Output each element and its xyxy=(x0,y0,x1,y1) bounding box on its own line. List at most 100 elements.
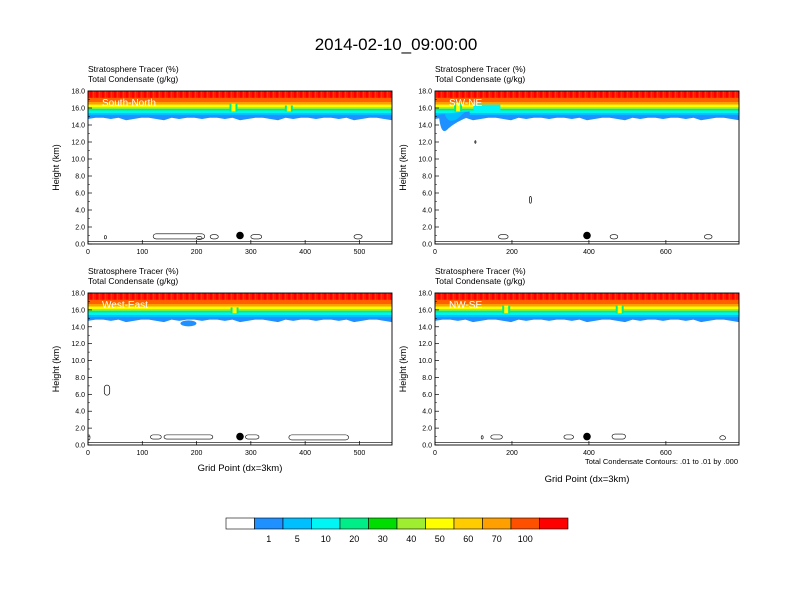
location-marker xyxy=(236,231,244,240)
x-tick-label: 0 xyxy=(433,249,437,256)
y-tick-label: 14.0 xyxy=(71,324,85,331)
y-tick-label: 16.0 xyxy=(71,307,85,314)
y-tick-label: 8.0 xyxy=(422,375,432,382)
y-tick-label: 12.0 xyxy=(418,140,432,147)
panel-west-east: Stratosphere Tracer (%)Total Condensate … xyxy=(51,266,393,474)
y-tick-label: 14.0 xyxy=(418,123,432,130)
x-axis-label: Grid Point (dx=3km) xyxy=(198,463,283,474)
x-tick-label: 300 xyxy=(245,450,257,457)
panel-subtitle-tracer: Stratosphere Tracer (%) xyxy=(88,266,179,276)
colorbar-swatch xyxy=(453,517,483,530)
x-tick-label: 500 xyxy=(354,450,366,457)
y-tick-label: 6.0 xyxy=(422,191,432,198)
colorbar-label: 100 xyxy=(518,534,533,544)
tracer-field xyxy=(435,91,739,244)
y-axis-label: Height (km) xyxy=(398,346,408,393)
colorbar-swatch xyxy=(539,517,569,530)
colorbar-swatch xyxy=(425,517,455,530)
x-tick-label: 300 xyxy=(245,249,257,256)
y-tick-label: 10.0 xyxy=(418,358,432,365)
colorbar-swatch xyxy=(368,517,398,530)
y-tick-label: 2.0 xyxy=(75,225,85,232)
x-tick-label: 200 xyxy=(191,249,203,256)
colorbar-swatch xyxy=(282,517,312,530)
panel-south-north: Stratosphere Tracer (%)Total Condensate … xyxy=(51,64,393,256)
y-axis-label: Height (km) xyxy=(398,144,408,191)
contour-note: Total Condensate Contours: .01 to .01 by… xyxy=(585,457,738,466)
y-tick-label: 0.0 xyxy=(422,242,432,249)
x-axis-label: Grid Point (dx=3km) xyxy=(545,474,630,485)
panel-label: South-North xyxy=(102,98,156,109)
tracer-field xyxy=(88,293,392,445)
colorbar-swatch xyxy=(254,517,284,530)
x-tick-label: 500 xyxy=(354,249,366,256)
y-tick-label: 8.0 xyxy=(422,174,432,181)
colorbar: 1 5 10 20 30 40 50 60 70 100 xyxy=(225,517,569,544)
y-tick-label: 18.0 xyxy=(71,291,85,298)
x-tick-label: 0 xyxy=(433,450,437,457)
y-tick-label: 2.0 xyxy=(422,426,432,433)
x-tick-label: 400 xyxy=(583,450,595,457)
y-tick-label: 10.0 xyxy=(418,157,432,164)
x-tick-label: 0 xyxy=(86,249,90,256)
y-tick-label: 6.0 xyxy=(75,191,85,198)
panel-subtitle-tracer: Stratosphere Tracer (%) xyxy=(435,64,526,74)
x-tick-label: 100 xyxy=(136,249,148,256)
panel-subtitle-condensate: Total Condensate (g/kg) xyxy=(435,74,525,84)
y-tick-label: 14.0 xyxy=(418,324,432,331)
x-tick-label: 200 xyxy=(506,249,518,256)
y-tick-label: 10.0 xyxy=(71,157,85,164)
panel-subtitle-tracer: Stratosphere Tracer (%) xyxy=(88,64,179,74)
x-tick-label: 600 xyxy=(660,450,672,457)
colorbar-label: 5 xyxy=(295,534,300,544)
colorbar-swatch xyxy=(482,517,512,530)
x-tick-label: 100 xyxy=(136,450,148,457)
panel-sw-ne: Stratosphere Tracer (%)Total Condensate … xyxy=(398,64,740,256)
y-tick-label: 14.0 xyxy=(71,123,85,130)
y-tick-label: 16.0 xyxy=(418,106,432,113)
figure-title: 2014-02-10_09:00:00 xyxy=(315,35,478,54)
colorbar-label: 10 xyxy=(321,534,331,544)
panel-subtitle-condensate: Total Condensate (g/kg) xyxy=(88,74,178,84)
panel-label: NW-SE xyxy=(449,300,482,311)
colorbar-label: 70 xyxy=(492,534,502,544)
x-tick-label: 400 xyxy=(583,249,595,256)
y-tick-label: 6.0 xyxy=(75,392,85,399)
x-tick-label: 0 xyxy=(86,450,90,457)
y-tick-label: 4.0 xyxy=(422,208,432,215)
y-tick-label: 4.0 xyxy=(75,208,85,215)
y-tick-label: 18.0 xyxy=(418,291,432,298)
y-tick-label: 4.0 xyxy=(75,409,85,416)
y-tick-label: 12.0 xyxy=(418,341,432,348)
y-tick-label: 0.0 xyxy=(422,443,432,450)
panel-label: SW-NE xyxy=(449,98,482,109)
panel-subtitle-condensate: Total Condensate (g/kg) xyxy=(88,276,178,286)
panel-subtitle-tracer: Stratosphere Tracer (%) xyxy=(435,266,526,276)
location-marker xyxy=(583,432,591,441)
tracer-field xyxy=(88,91,392,244)
y-axis-label: Height (km) xyxy=(51,144,61,191)
y-tick-label: 0.0 xyxy=(75,443,85,450)
colorbar-label: 50 xyxy=(435,534,445,544)
colorbar-swatch xyxy=(311,517,341,530)
x-tick-label: 400 xyxy=(299,450,311,457)
x-tick-label: 200 xyxy=(191,450,203,457)
y-tick-label: 4.0 xyxy=(422,409,432,416)
y-tick-label: 16.0 xyxy=(418,307,432,314)
y-axis-label: Height (km) xyxy=(51,346,61,393)
y-tick-label: 10.0 xyxy=(71,358,85,365)
colorbar-label: 20 xyxy=(349,534,359,544)
colorbar-label: 60 xyxy=(463,534,473,544)
y-tick-label: 12.0 xyxy=(71,341,85,348)
x-tick-label: 400 xyxy=(299,249,311,256)
y-tick-label: 8.0 xyxy=(75,375,85,382)
y-tick-label: 8.0 xyxy=(75,174,85,181)
colorbar-swatch xyxy=(396,517,426,530)
location-marker xyxy=(236,432,244,441)
y-tick-label: 2.0 xyxy=(75,426,85,433)
location-marker xyxy=(583,231,591,240)
y-tick-label: 18.0 xyxy=(71,89,85,96)
colorbar-label: 30 xyxy=(378,534,388,544)
y-tick-label: 2.0 xyxy=(422,225,432,232)
y-tick-label: 6.0 xyxy=(422,392,432,399)
